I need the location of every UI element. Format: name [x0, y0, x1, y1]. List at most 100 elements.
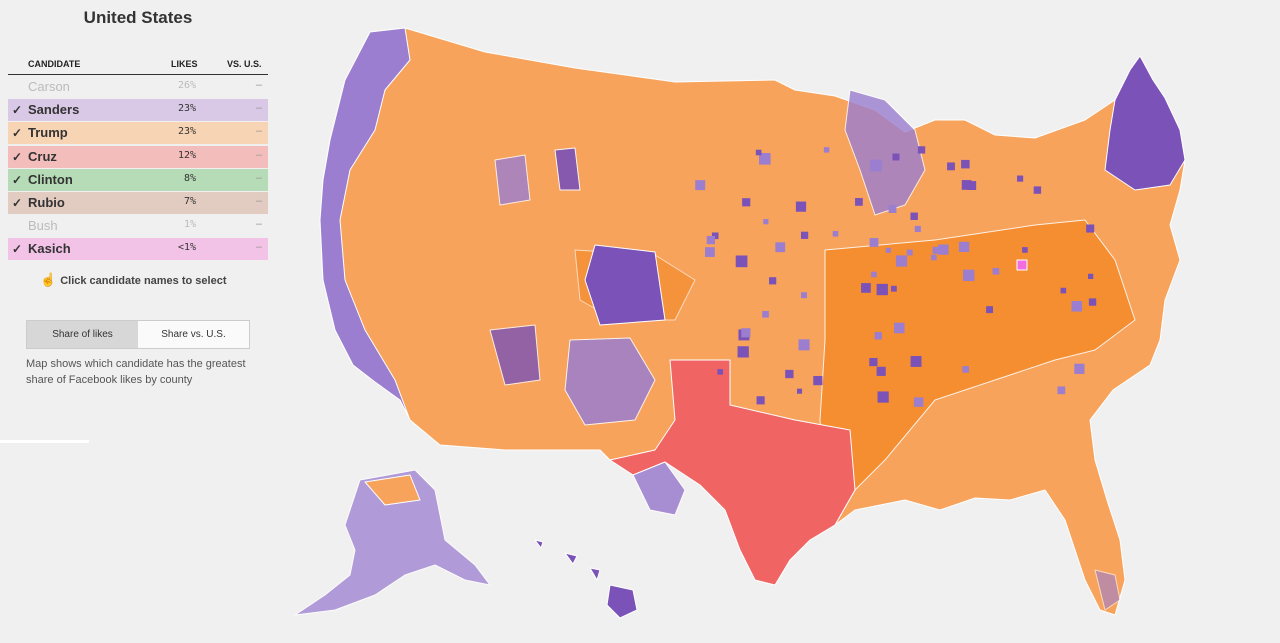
hawaii-shape[interactable] [534, 539, 638, 619]
county-cell[interactable] [1088, 298, 1097, 306]
county-cell[interactable] [705, 247, 715, 257]
texas-border-region[interactable] [632, 461, 686, 516]
county-cell[interactable] [741, 328, 751, 338]
county-cell[interactable] [967, 181, 977, 190]
county-cell[interactable] [877, 391, 889, 403]
county-cell[interactable] [890, 285, 897, 292]
county-cell[interactable] [1071, 301, 1083, 312]
county-cell[interactable] [706, 235, 715, 245]
county-cell[interactable] [874, 332, 882, 340]
county-cell[interactable] [795, 201, 807, 212]
arizona-region[interactable] [489, 324, 541, 386]
county-cell[interactable] [801, 292, 807, 299]
county-cell[interactable] [695, 180, 706, 191]
county-cell[interactable] [769, 277, 777, 285]
candidate-name[interactable]: Rubio [28, 194, 65, 210]
county-cell[interactable] [1074, 363, 1085, 374]
county-cell[interactable] [895, 255, 908, 267]
county-cell[interactable] [986, 306, 993, 314]
county-cell[interactable] [910, 355, 922, 367]
county-cell[interactable] [931, 254, 937, 261]
county-cell[interactable] [861, 283, 871, 293]
county-cell[interactable] [962, 366, 969, 373]
county-cell[interactable] [1017, 175, 1024, 182]
county-cell[interactable] [917, 146, 926, 154]
candidate-name[interactable]: Sanders [28, 102, 80, 118]
candidate-name[interactable]: Trump [28, 125, 68, 141]
county-cell[interactable] [938, 244, 949, 255]
county-cell[interactable] [832, 231, 839, 237]
candidate-name[interactable]: Carson [28, 79, 70, 94]
candidate-row-clinton[interactable]: ✓ Clinton 8% – [8, 168, 268, 191]
county-cell[interactable] [763, 219, 769, 225]
wyoming-region[interactable] [554, 147, 581, 191]
county-cell[interactable] [906, 249, 913, 256]
county-cell[interactable] [775, 242, 786, 253]
candidate-row-sanders[interactable]: ✓ Sanders 23% – [8, 99, 268, 122]
county-cell[interactable] [737, 346, 749, 358]
county-cell[interactable] [961, 159, 970, 169]
county-cell[interactable] [756, 396, 765, 405]
county-cell[interactable] [894, 322, 905, 334]
candidate-name[interactable]: Cruz [28, 148, 57, 164]
county-cell[interactable] [1060, 287, 1067, 294]
county-cell[interactable] [823, 147, 830, 153]
county-cell[interactable] [1022, 247, 1028, 253]
county-cell[interactable] [914, 225, 921, 232]
county-cell[interactable] [910, 212, 918, 220]
county-cell[interactable] [888, 205, 897, 213]
colorado-region[interactable] [584, 244, 666, 326]
county-cell[interactable] [1033, 186, 1042, 194]
county-cell[interactable] [762, 310, 769, 318]
pacific-coast-region[interactable] [319, 27, 411, 421]
county-cell[interactable] [1057, 386, 1066, 395]
candidate-name[interactable]: Clinton [28, 171, 73, 187]
county-cell[interactable] [869, 159, 882, 172]
candidate-name[interactable]: Kasich [28, 241, 71, 257]
county-cell[interactable] [711, 232, 719, 240]
county-cell[interactable] [855, 198, 863, 206]
county-cell[interactable] [735, 255, 748, 268]
county-cell[interactable] [742, 198, 751, 207]
county-cell[interactable] [992, 267, 1000, 275]
south-florida-region[interactable] [1094, 569, 1121, 611]
county-cell[interactable] [869, 357, 878, 367]
county-cell[interactable] [785, 369, 794, 379]
county-cell[interactable] [717, 369, 723, 375]
candidate-row-trump[interactable]: ✓ Trump 23% – [8, 122, 268, 145]
county-cell[interactable] [871, 271, 877, 278]
alaska-north[interactable] [364, 474, 421, 506]
county-cell[interactable] [876, 283, 888, 296]
share-vs-us-button[interactable]: Share vs. U.S. [138, 321, 249, 348]
ohio-kasich-county[interactable] [1016, 259, 1028, 271]
alaska-shape[interactable] [294, 469, 491, 616]
county-cell[interactable] [913, 397, 924, 407]
us-county-map[interactable] [235, 20, 1210, 620]
share-of-likes-button[interactable]: Share of likes [27, 321, 138, 348]
county-cell[interactable] [813, 375, 823, 386]
county-cell[interactable] [797, 388, 803, 394]
county-cell[interactable] [1086, 224, 1095, 233]
candidate-row-rubio[interactable]: ✓ Rubio 7% – [8, 191, 268, 214]
county-cell[interactable] [869, 238, 879, 247]
county-cell[interactable] [755, 149, 762, 156]
county-cell[interactable] [958, 241, 970, 253]
candidate-name[interactable]: Bush [28, 218, 58, 234]
upper-midwest-region[interactable] [844, 89, 926, 216]
new-england-region[interactable] [1104, 55, 1186, 191]
county-cell[interactable] [876, 366, 886, 376]
county-cell[interactable] [947, 162, 955, 171]
new-mexico-region[interactable] [564, 337, 656, 426]
candidate-row-bush[interactable]: Bush 1% – [8, 215, 268, 238]
candidate-row-carson[interactable]: Carson 26% – [8, 76, 268, 98]
county-cell[interactable] [963, 269, 975, 282]
county-cell[interactable] [800, 231, 809, 239]
county-cell[interactable] [798, 339, 810, 351]
candidate-row-kasich[interactable]: ✓ Kasich <1% – [8, 238, 268, 261]
candidate-row-cruz[interactable]: ✓ Cruz 12% – [8, 145, 268, 168]
county-cell[interactable] [961, 180, 972, 190]
idaho-region[interactable] [494, 154, 531, 206]
county-cell[interactable] [932, 246, 940, 254]
county-cell[interactable] [885, 247, 891, 253]
conus-shape[interactable] [319, 27, 1186, 616]
